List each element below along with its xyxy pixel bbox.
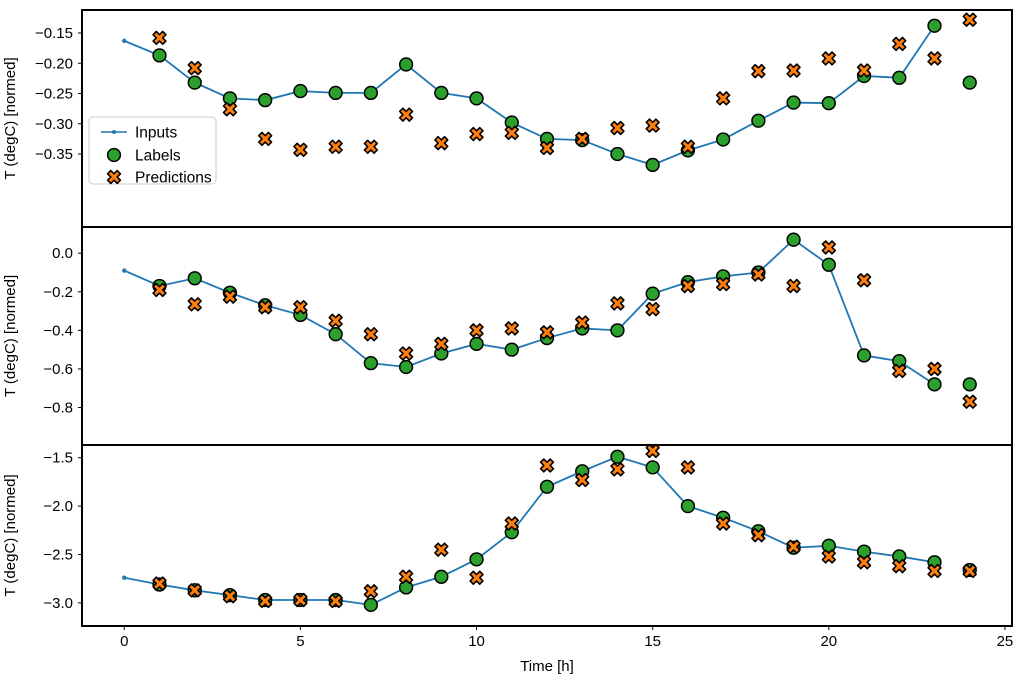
svg-text:−0.35: −0.35 — [35, 146, 73, 163]
svg-text:Labels: Labels — [135, 148, 181, 165]
svg-text:−3.0: −3.0 — [43, 595, 73, 612]
svg-text:5: 5 — [296, 633, 304, 650]
svg-text:−0.8: −0.8 — [43, 400, 73, 417]
svg-text:Inputs: Inputs — [135, 125, 177, 142]
svg-text:T (degC) [normed]: T (degC) [normed] — [2, 474, 19, 596]
svg-text:T (degC) [normed]: T (degC) [normed] — [2, 57, 19, 179]
svg-text:−1.5: −1.5 — [43, 450, 73, 467]
svg-text:−0.20: −0.20 — [35, 55, 73, 72]
svg-text:15: 15 — [644, 633, 661, 650]
svg-text:20: 20 — [820, 633, 837, 650]
svg-text:10: 10 — [468, 633, 485, 650]
svg-text:−0.6: −0.6 — [43, 361, 73, 378]
svg-text:−0.25: −0.25 — [35, 86, 73, 103]
svg-text:0: 0 — [120, 633, 128, 650]
svg-text:−0.2: −0.2 — [43, 284, 73, 301]
svg-text:−2.0: −2.0 — [43, 498, 73, 515]
svg-text:−0.4: −0.4 — [43, 322, 73, 339]
svg-text:T (degC) [normed]: T (degC) [normed] — [2, 275, 19, 397]
svg-text:0.0: 0.0 — [52, 245, 73, 262]
svg-text:−2.5: −2.5 — [43, 547, 73, 564]
svg-text:25: 25 — [997, 633, 1014, 650]
svg-text:Predictions: Predictions — [135, 170, 212, 187]
svg-text:Time [h]: Time [h] — [520, 658, 574, 675]
svg-text:−0.15: −0.15 — [35, 25, 73, 42]
svg-text:−0.30: −0.30 — [35, 116, 73, 133]
